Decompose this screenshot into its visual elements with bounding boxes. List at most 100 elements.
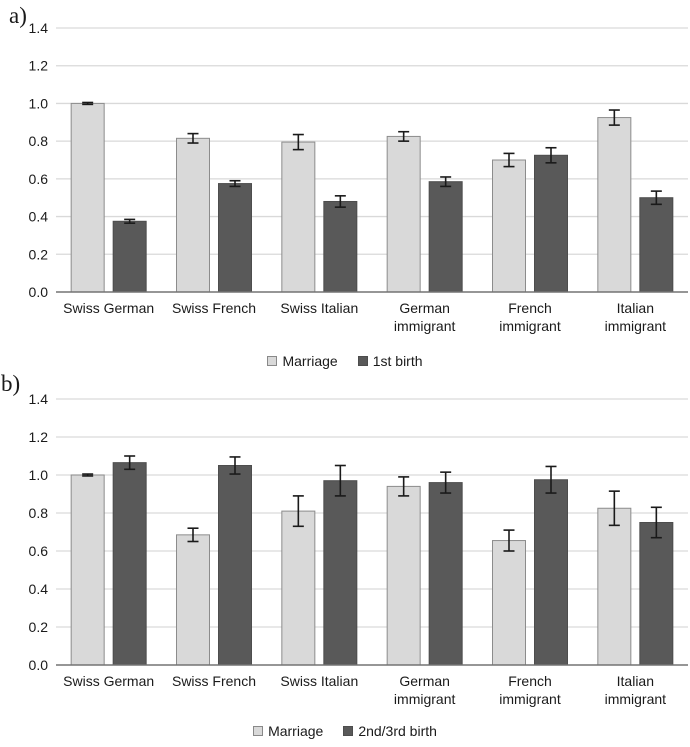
bar-marriage-swiss-german xyxy=(70,102,105,293)
bar-1st-birth-german-immigrant xyxy=(428,181,463,293)
y-tick-label: 0.0 xyxy=(29,284,49,300)
panel-a-letter: a) xyxy=(9,3,27,28)
error-bar xyxy=(292,495,304,528)
bar-marriage-italian-immigrant xyxy=(597,507,632,666)
category-label: immigrant xyxy=(394,318,456,334)
bar-marriage-swiss-french xyxy=(176,137,210,293)
legend-item-marriage: Marriage xyxy=(253,723,323,739)
category-label: French xyxy=(508,673,552,689)
bar-1st-birth-italian-immigrant xyxy=(639,197,674,293)
error-bar xyxy=(292,133,304,151)
y-tick-label: 1.2 xyxy=(29,58,49,74)
bar-2nd-3rd-birth-swiss-french xyxy=(218,465,252,666)
error-bar xyxy=(82,101,94,106)
legend-label-marriage: Marriage xyxy=(282,353,338,369)
error-bar xyxy=(503,152,515,168)
bar-1st-birth-french-immigrant xyxy=(534,154,568,293)
error-bar xyxy=(398,476,410,497)
y-tick-label: 0.4 xyxy=(29,581,49,597)
panel-b-letter: b) xyxy=(1,371,21,396)
legend-item-2nd-3rd-birth: 2nd/3rd birth xyxy=(343,723,437,739)
category-label: immigrant xyxy=(499,691,561,707)
marriage-swatch-icon xyxy=(267,356,278,366)
first-birth-swatch-icon xyxy=(357,356,368,366)
bar-2nd-3rd-birth-french-immigrant xyxy=(534,479,568,666)
bar-2nd-3rd-birth-swiss-german xyxy=(112,462,147,666)
legend-label-marriage: Marriage xyxy=(268,723,324,739)
error-bar xyxy=(187,527,199,543)
panel-b-legend: Marriage 2nd/3rd birth xyxy=(0,723,690,739)
marriage-swatch-icon xyxy=(253,726,264,736)
bar-1st-birth-swiss-german xyxy=(112,220,147,293)
error-bar xyxy=(650,506,662,539)
error-bar xyxy=(608,490,620,527)
y-tick-label: 0.6 xyxy=(29,543,49,559)
y-tick-label: 0.8 xyxy=(29,133,49,149)
category-label: immigrant xyxy=(499,318,561,334)
error-bar xyxy=(608,109,620,126)
bar-2nd-3rd-birth-german-immigrant xyxy=(428,482,463,666)
bar-marriage-german-immigrant xyxy=(386,135,421,293)
y-tick-label: 1.4 xyxy=(29,20,49,36)
y-tick-label: 1.4 xyxy=(29,391,49,407)
bar-marriage-swiss-italian xyxy=(281,141,316,293)
category-label: Swiss French xyxy=(172,673,256,689)
legend-item-1st-birth: 1st birth xyxy=(357,353,423,369)
category-label: Swiss German xyxy=(63,673,154,689)
category-label: German xyxy=(399,673,450,689)
bar-marriage-french-immigrant xyxy=(492,159,526,293)
bar-marriage-swiss-french xyxy=(176,534,210,666)
error-bar xyxy=(124,218,136,224)
category-label: Italian xyxy=(617,673,654,689)
category-label: immigrant xyxy=(605,691,667,707)
bar-2nd-3rd-birth-italian-immigrant xyxy=(639,522,674,666)
y-tick-label: 1.0 xyxy=(29,467,49,483)
error-bar xyxy=(334,195,346,208)
bar-marriage-french-immigrant xyxy=(492,540,526,666)
category-label: Swiss Italian xyxy=(280,300,358,316)
category-label: Italian xyxy=(617,300,654,316)
category-label: Swiss Italian xyxy=(280,673,358,689)
y-tick-label: 1.2 xyxy=(29,429,49,445)
category-label: Swiss French xyxy=(172,300,256,316)
y-tick-label: 0.6 xyxy=(29,171,49,187)
y-tick-label: 0.4 xyxy=(29,209,49,225)
bar-marriage-swiss-german xyxy=(70,474,105,666)
panel-a-legend: Marriage 1st birth xyxy=(0,353,690,369)
legend-label-1st-birth: 1st birth xyxy=(372,353,423,369)
y-tick-label: 0.2 xyxy=(29,619,49,635)
panel-a-bar-chart: 0.0 0.2 0.4 0.6 0.8 1.0 1.2 1.4 Swiss German Swis… xyxy=(29,20,688,334)
bar-marriage-swiss-italian xyxy=(281,510,316,666)
legend-label-2nd-3rd-birth: 2nd/3rd birth xyxy=(358,723,437,739)
category-label: immigrant xyxy=(394,691,456,707)
second-third-birth-swatch-icon xyxy=(343,726,354,736)
category-label: Swiss German xyxy=(63,300,154,316)
category-label: French xyxy=(508,300,552,316)
error-bar xyxy=(82,473,94,477)
category-label: German xyxy=(399,300,450,316)
error-bar xyxy=(229,456,241,475)
panel-b-bar-chart: 0.0 0.2 0.4 0.6 0.8 1.0 1.2 1.4 Swiss German Swis… xyxy=(29,391,688,707)
error-bar xyxy=(440,176,452,188)
error-bar xyxy=(229,179,241,188)
y-tick-label: 0.2 xyxy=(29,246,49,262)
bar-2nd-3rd-birth-swiss-italian xyxy=(323,480,358,666)
error-bar xyxy=(187,132,199,144)
error-bar xyxy=(440,471,452,494)
bar-1st-birth-swiss-french xyxy=(218,183,252,293)
error-bar xyxy=(124,455,136,471)
error-bar xyxy=(650,190,662,206)
legend-item-marriage: Marriage xyxy=(267,353,338,369)
error-bar xyxy=(545,465,557,494)
error-bar xyxy=(545,146,557,164)
bar-1st-birth-swiss-italian xyxy=(323,200,358,293)
y-tick-label: 0.0 xyxy=(29,657,49,673)
error-bar xyxy=(503,529,515,552)
error-bar xyxy=(334,464,346,497)
bar-marriage-italian-immigrant xyxy=(597,117,632,293)
error-bar xyxy=(398,130,410,142)
y-tick-label: 0.8 xyxy=(29,505,49,521)
category-label: immigrant xyxy=(605,318,667,334)
y-tick-label: 1.0 xyxy=(29,95,49,111)
